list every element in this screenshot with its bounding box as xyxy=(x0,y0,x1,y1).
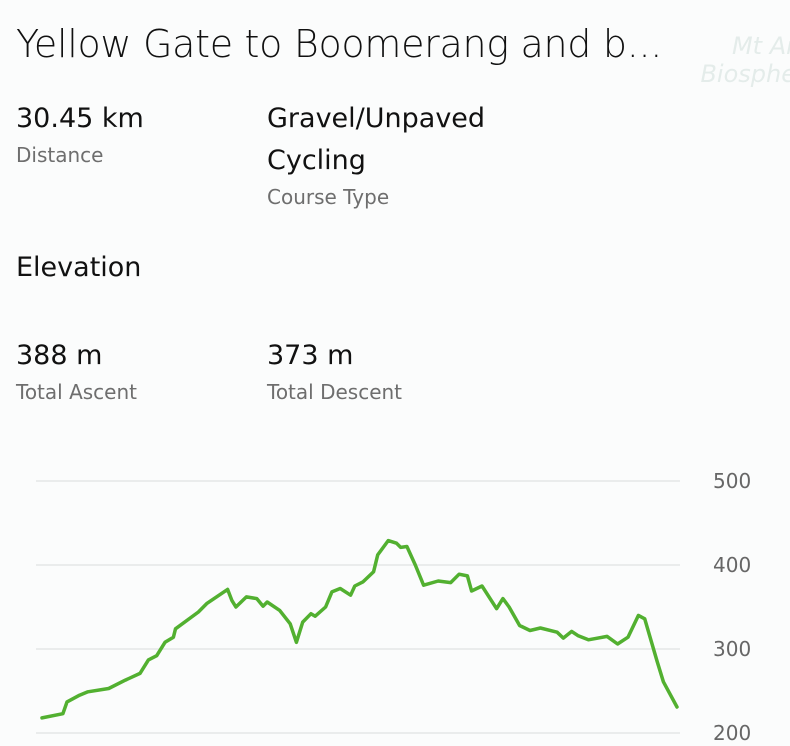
course-type-label: Course Type xyxy=(267,185,390,209)
y-tick-label: 400 xyxy=(713,553,751,577)
y-tick-label: 200 xyxy=(713,721,751,745)
distance-value: 30.45 km xyxy=(16,103,144,134)
elevation-heading: Elevation xyxy=(16,252,142,283)
y-tick-label: 500 xyxy=(713,469,751,493)
elevation-series-line xyxy=(40,538,679,720)
course-type-value: Gravel/Unpaved xyxy=(267,103,486,134)
course-type-stat: Gravel/Unpaved Cycling Course Type xyxy=(267,98,485,212)
ascent-stat: 388 m Total Ascent xyxy=(16,335,137,407)
course-title: Yellow Gate to Boomerang and b... xyxy=(16,22,663,66)
descent-label: Total Descent xyxy=(267,380,403,404)
y-tick-label: 300 xyxy=(713,637,751,661)
ascent-value: 388 m xyxy=(16,340,103,371)
map-place-label: Mt Ar Biosphe xyxy=(700,32,790,88)
distance-stat: 30.45 km Distance xyxy=(16,98,144,170)
map-label-line: Biosphe xyxy=(700,60,790,88)
descent-value: 373 m xyxy=(267,340,354,371)
distance-label: Distance xyxy=(16,143,104,167)
ascent-label: Total Ascent xyxy=(16,380,137,404)
course-type-value-line2: Cycling xyxy=(267,145,366,176)
descent-stat: 373 m Total Descent xyxy=(267,335,402,407)
map-label-line: Mt Ar xyxy=(731,32,790,60)
